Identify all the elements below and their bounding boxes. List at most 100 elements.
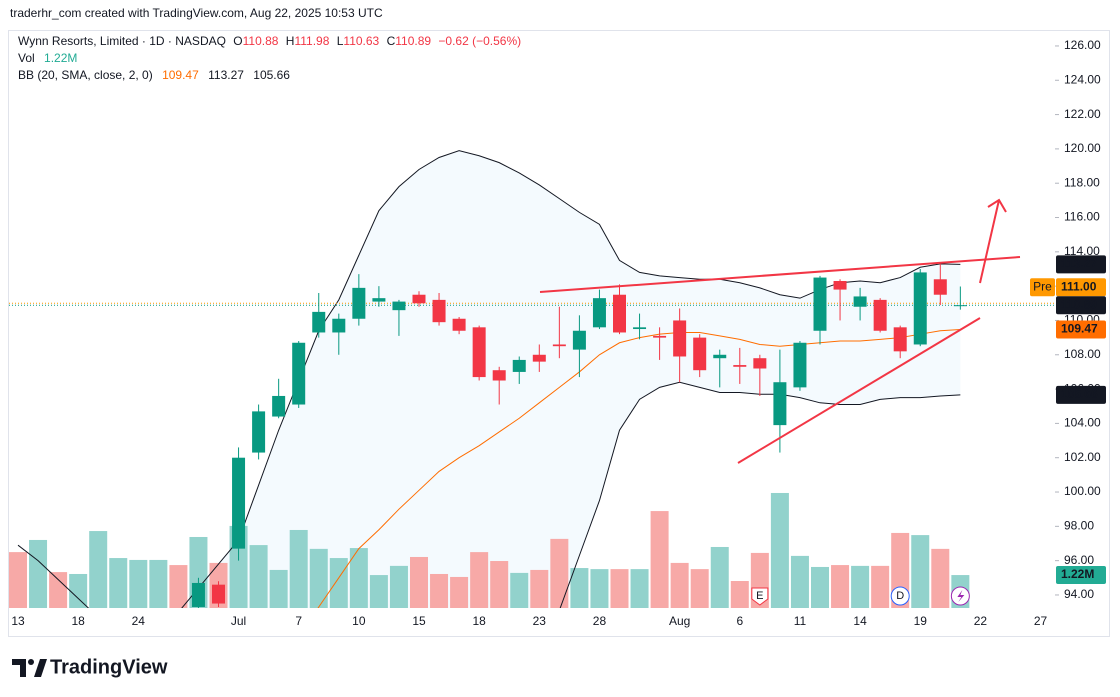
volume-bar (29, 539, 48, 608)
candle-body (532, 354, 546, 362)
change: −0.62 (−0.56%) (438, 34, 521, 48)
drawings (539, 198, 1021, 464)
legend-row: Wynn Resorts, Limited · 1D · NASDAQ O110… (18, 34, 521, 48)
candle-body (592, 298, 606, 328)
volume-bar (610, 569, 629, 608)
volume-label: Vol (18, 51, 35, 65)
x-tick-label: 24 (132, 614, 146, 628)
volume-bar (871, 565, 890, 608)
bb-basis (317, 329, 961, 608)
candle-body (693, 337, 707, 371)
ohlc-label: O (233, 34, 242, 48)
volume-bar (490, 561, 509, 608)
candle-body (472, 327, 486, 378)
arrow-head (987, 198, 1007, 213)
candle-body (853, 296, 867, 307)
volume-bar (530, 569, 549, 608)
credit: traderhr_com created with TradingView.co… (10, 6, 383, 20)
trend-line (539, 256, 1021, 293)
trend-line (737, 317, 981, 464)
volume-bar (369, 575, 388, 608)
candle-body (512, 359, 526, 372)
logo-mark (12, 659, 26, 677)
event-badge (890, 586, 910, 606)
x-tick-label: 19 (914, 614, 928, 628)
volume-bar (329, 558, 348, 608)
y-tick-label: 100.00 (1064, 484, 1101, 498)
band-fill (181, 150, 961, 608)
y-tick-label: 120.00 (1064, 141, 1101, 155)
legend: Wynn Resorts, Limited · 1D · NASDAQ O110… (18, 34, 521, 82)
candle-body (252, 411, 266, 453)
y-tick-label: 124.00 (1064, 72, 1101, 86)
volume-bar (349, 548, 368, 608)
close-tag (1056, 296, 1106, 315)
close-tag-label: 110.89 (1061, 297, 1097, 311)
lower-tag (1056, 385, 1106, 404)
volume-bar (389, 565, 408, 608)
volume-bar (309, 548, 328, 608)
premarket-tag-label: 111.00 (1061, 279, 1097, 293)
ohlc-label: H (286, 34, 295, 48)
y-tick-label: 118.00 (1064, 175, 1100, 189)
x-tick-label: Jul (231, 614, 246, 628)
volume-bar (831, 565, 850, 608)
volume-bar (109, 558, 128, 608)
volume-tag-label: 1.22M (1061, 567, 1094, 581)
volume-bar (770, 492, 789, 608)
candle-body (272, 395, 286, 417)
basis-tag (1056, 320, 1106, 339)
x-tick-label: Aug (669, 614, 690, 628)
volume-bar (710, 546, 729, 608)
candle-body (913, 272, 927, 345)
volume-bar (650, 511, 669, 608)
volume-bar (730, 581, 749, 608)
legend-row: BB (20, SMA, close, 2, 0) 109.47 113.27 … (18, 68, 290, 82)
candle-body (833, 280, 847, 290)
candle-body (953, 305, 967, 307)
y-tick-label: 102.00 (1064, 450, 1101, 464)
candle-body (392, 301, 406, 311)
y-tick-label: 108.00 (1064, 347, 1101, 361)
event-label: E (756, 590, 763, 602)
x-tick-label: 22 (974, 614, 988, 628)
volume-bar (911, 535, 930, 608)
volume-bar (249, 545, 268, 608)
candle-body (713, 354, 727, 359)
legend-row: Vol 1.22M (18, 51, 77, 65)
frame (8, 30, 1110, 637)
y-tick-label: 116.00 (1064, 210, 1100, 224)
candle-body (893, 327, 907, 352)
y-tick-label: 122.00 (1064, 107, 1101, 121)
candle-body (933, 279, 947, 295)
volume-tag (1056, 566, 1106, 585)
candle-body (232, 457, 246, 549)
volume-bar (590, 569, 609, 608)
event-icon (957, 590, 965, 602)
logo: TradingView (12, 656, 168, 678)
candle-body (613, 294, 626, 333)
premarket-tag (1056, 278, 1106, 297)
upper-tag (1056, 255, 1106, 274)
x-tick-label: 10 (352, 614, 366, 628)
volume-bar (69, 573, 88, 608)
logo-mark (28, 659, 34, 665)
y-tick-label: 94.00 (1064, 587, 1094, 601)
candle-body (312, 311, 326, 333)
ohlc-value: 111.98 (294, 34, 329, 48)
x-tick-label: 6 (736, 614, 743, 628)
candle-body (352, 287, 366, 319)
bb-upper-value: 113.27 (208, 68, 244, 82)
bb-basis-value: 109.47 (162, 68, 199, 82)
volume-bar (430, 573, 449, 608)
volume-bar (89, 531, 108, 608)
ohlc-value: 110.88 (243, 34, 279, 48)
logo-mark (34, 659, 47, 677)
candle-body (673, 320, 687, 357)
volume-bar (510, 572, 529, 608)
volume-bar (129, 559, 148, 608)
candle-body (412, 294, 426, 304)
ohlc-value: 110.89 (395, 34, 431, 48)
volume-bar (410, 556, 428, 608)
x-tick-label: 11 (794, 614, 807, 628)
